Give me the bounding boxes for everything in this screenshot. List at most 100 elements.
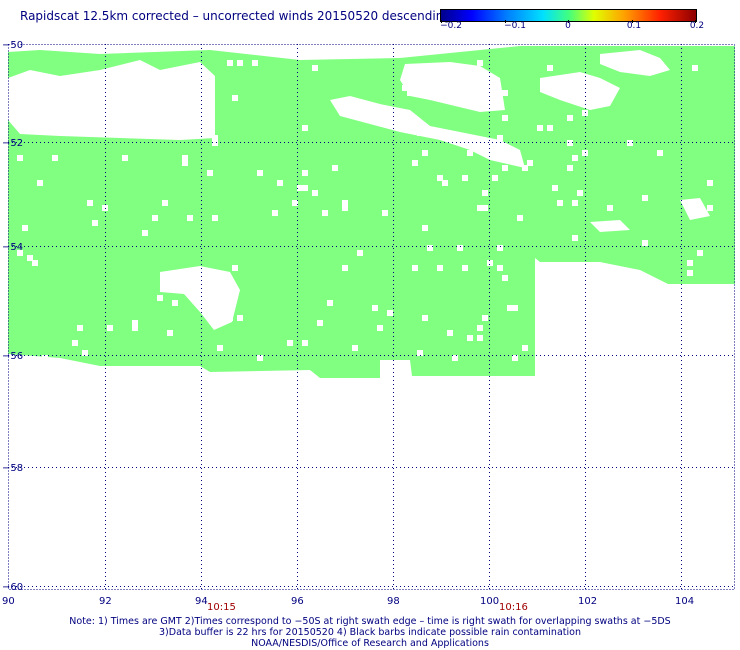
data-gap-pixel — [302, 170, 308, 176]
data-gap-pixel — [72, 340, 78, 346]
data-gap-pixel — [507, 305, 513, 311]
data-gap-pixel — [312, 190, 318, 196]
data-gap-pixel — [547, 270, 553, 276]
colorbar-tick — [505, 20, 506, 23]
data-gap-pixel — [462, 175, 468, 181]
data-gap — [680, 198, 710, 220]
data-gap-pixel — [577, 190, 583, 196]
data-gap-pixel — [152, 95, 158, 101]
data-gap-pixel — [287, 340, 293, 346]
data-gap-pixel — [502, 275, 508, 281]
data-gap-pixel — [237, 315, 243, 321]
data-gap-pixel — [607, 205, 613, 211]
data-gap-pixel — [407, 90, 413, 96]
data-gap-pixel — [157, 295, 163, 301]
data-gap-pixel — [357, 250, 363, 256]
data-gap-pixel — [77, 95, 83, 101]
data-gap-pixel — [707, 205, 713, 211]
data-gap-pixel — [182, 155, 188, 161]
data-gap-pixel — [132, 325, 138, 331]
lat-tick-label: −50 — [2, 40, 23, 51]
data-gap-pixel — [32, 260, 38, 266]
data-gap-pixel — [377, 325, 383, 331]
data-gap-pixel — [492, 175, 498, 181]
data-gap-pixel — [17, 155, 23, 161]
data-gap-pixel — [132, 320, 138, 326]
lon-tick-label: 96 — [291, 596, 304, 607]
data-gap-pixel — [42, 105, 48, 111]
data-gap-pixel — [657, 150, 663, 156]
data-gap-pixel — [187, 275, 193, 281]
data-gap-pixel — [662, 335, 668, 341]
lon-tick-label: 102 — [578, 596, 597, 607]
lon-tick-label: 104 — [675, 596, 694, 607]
data-gap-pixel — [642, 195, 648, 201]
data-gap-pixel — [567, 140, 573, 146]
data-gap-pixel — [187, 215, 193, 221]
data-gap-pixel — [387, 310, 393, 316]
data-gap-pixel — [422, 315, 428, 321]
colorbar-tick — [441, 20, 442, 23]
data-gap-pixel — [447, 330, 453, 336]
data-gap-pixel — [477, 60, 483, 66]
data-gap — [600, 50, 670, 76]
data-gap-pixel — [497, 245, 503, 251]
colorbar-tick — [695, 20, 696, 23]
lat-tick-label: −54 — [2, 242, 23, 253]
lat-tick-label: −52 — [2, 138, 23, 149]
data-gap-pixel — [422, 150, 428, 156]
data-gap-pixel — [412, 265, 418, 271]
data-gap-pixel — [402, 85, 408, 91]
note-line-3: NOAA/NESDIS/Office of Research and Appli… — [251, 638, 489, 649]
data-gap-pixel — [257, 355, 263, 361]
data-gap-pixel — [322, 210, 328, 216]
data-gap-pixel — [572, 235, 578, 241]
data-gap-pixel — [687, 260, 693, 266]
data-gap-pixel — [547, 125, 553, 131]
data-gap-pixel — [207, 170, 213, 176]
data-gap-pixel — [442, 180, 448, 186]
data-gap — [160, 266, 240, 330]
data-gap-pixel — [202, 100, 208, 106]
data-gap-pixel — [182, 160, 188, 166]
data-gap-pixel — [647, 280, 653, 286]
lat-tick-label: −60 — [2, 582, 23, 593]
data-gap-pixel — [342, 205, 348, 211]
data-gap-pixel — [627, 140, 633, 146]
data-gap-pixel — [522, 165, 528, 171]
data-gap-pixel — [552, 265, 558, 271]
data-gap-pixel — [497, 265, 503, 271]
data-gap-pixel — [567, 165, 573, 171]
graticule — [8, 44, 735, 590]
data-gap-pixel — [572, 265, 578, 271]
data-gap-pixel — [187, 290, 193, 296]
data-gap-pixel — [212, 140, 218, 146]
data-gap-pixel — [487, 260, 493, 266]
data-gap-pixel — [172, 300, 178, 306]
speckle-layer — [17, 60, 713, 361]
data-gap-pixel — [302, 125, 308, 131]
data-gap-pixel — [687, 270, 693, 276]
wind-data-layer — [8, 46, 735, 378]
data-gap-pixel — [237, 60, 243, 66]
data-gap-pixel — [82, 350, 88, 356]
lon-tick-label: 94 — [195, 596, 208, 607]
map-frame — [8, 44, 735, 590]
data-gap-pixel — [212, 215, 218, 221]
data-gap — [590, 220, 630, 232]
data-gap-pixel — [652, 320, 658, 326]
data-gap-pixel — [547, 65, 553, 71]
data-gap-pixel — [422, 85, 428, 91]
colorbar-tick — [632, 20, 633, 23]
data-gap-pixel — [557, 200, 563, 206]
colorbar-tick — [568, 20, 569, 23]
data-gap-pixel — [407, 120, 413, 126]
data-gap-pixel — [437, 175, 443, 181]
data-gap-pixel — [272, 210, 278, 216]
colorbar-label: −0.2 — [440, 21, 462, 31]
data-gap-pixel — [487, 95, 493, 101]
data-gap-pixel — [117, 85, 123, 91]
data-gap-pixel — [27, 255, 33, 261]
data-gap-pixel — [92, 105, 98, 111]
data-gap-pixel — [437, 265, 443, 271]
